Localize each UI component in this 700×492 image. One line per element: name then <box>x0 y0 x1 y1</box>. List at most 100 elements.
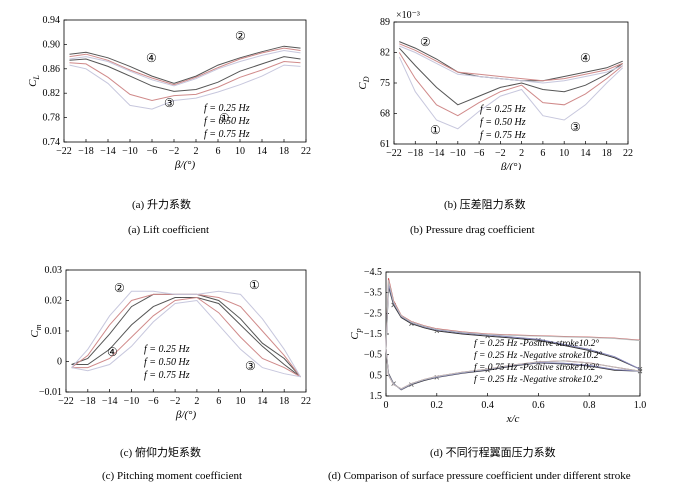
legend-entry: f = 0.50 Hz <box>204 116 250 127</box>
y-axis-label: CL <box>27 75 41 87</box>
y-tick-label: −4.5 <box>364 267 382 278</box>
x-tick-label: 0.6 <box>532 400 545 411</box>
caption-en-a: (a) Lift coefficient <box>128 224 210 236</box>
point-marker <box>637 366 643 372</box>
caption-cn-b: (b) 压差阻力系数 <box>444 199 526 211</box>
chart-panel-b: −22 −18 −14 −10 −6 −2 2 6 10 14 18 226168758289β/(°… <box>357 10 633 170</box>
y-tick-label: 68 <box>380 109 390 120</box>
x-tick-label: 2 <box>519 148 524 159</box>
y-tick-label: 75 <box>380 78 390 89</box>
x-tick-label: −10 <box>122 146 138 157</box>
legend-entry: f = 0.25 Hz <box>144 344 190 355</box>
x-tick-label: −2 <box>495 148 506 159</box>
x-tick-label: 6 <box>216 396 221 407</box>
x-tick-label: 0.4 <box>481 400 494 411</box>
series-line <box>71 296 301 378</box>
y-axis-label: Cm <box>29 324 43 337</box>
x-axis-label: β/(°) <box>175 409 197 421</box>
series-line <box>69 47 301 86</box>
point-marker <box>586 363 592 369</box>
legend-entry: f = 0.25 Hz -Negative stroke10.2° <box>474 374 603 385</box>
x-axis-label: x/c <box>506 413 520 425</box>
x-tick-label: 22 <box>301 396 311 407</box>
y-tick-label: −0.5 <box>364 350 382 361</box>
point-marker <box>586 348 592 353</box>
x-tick-label: −18 <box>78 146 94 157</box>
caption-en-c: (c) Pitching moment coefficient <box>102 470 243 482</box>
x-tick-label: −18 <box>407 148 423 159</box>
y-tick-label: 0.90 <box>43 39 61 50</box>
y-tick-label: −1.5 <box>364 329 382 340</box>
x-axis-label: β/(°) <box>174 159 196 170</box>
y-tick-label: 0.78 <box>43 113 61 124</box>
x-tick-label: 0.8 <box>583 400 596 411</box>
y-tick-label: 89 <box>380 17 390 28</box>
branch-marker: ③ <box>245 359 256 373</box>
legend-entry: f = 0.25 Hz -Positive stroke10.2° <box>474 338 599 349</box>
series-line <box>399 43 623 82</box>
series-line <box>71 297 301 378</box>
x-tick-label: −6 <box>148 396 159 407</box>
x-tick-label: 22 <box>623 148 633 159</box>
x-tick-label: −6 <box>147 146 158 157</box>
y-tick-label: 0.86 <box>43 64 61 75</box>
y-tick-label: −3.5 <box>364 288 382 299</box>
legend-entry: f = 0.25 Hz <box>480 104 526 115</box>
x-tick-label: −2 <box>170 396 181 407</box>
y-axis-label: Cp <box>349 328 363 339</box>
y-tick-label: 0.02 <box>45 296 63 307</box>
chart-panel-a: −22 −18 −14 −10 −6 −2 2 6 10 14 18 220.740.780.820.… <box>27 15 311 170</box>
y-tick-label: 0.01 <box>45 326 63 337</box>
y-tick-label: 1.5 <box>370 391 383 402</box>
series-line <box>69 60 301 102</box>
series-line <box>69 56 301 92</box>
x-tick-label: 10 <box>236 396 246 407</box>
x-tick-label: 6 <box>540 148 545 159</box>
legend-entry: f = 0.50 Hz <box>480 117 526 128</box>
x-tick-label: 18 <box>602 148 612 159</box>
branch-marker: ① <box>249 278 260 292</box>
x-tick-label: 1.0 <box>634 400 647 411</box>
y-axis-label: CD <box>357 76 371 89</box>
series-line <box>398 52 624 117</box>
x-tick-label: −14 <box>429 148 445 159</box>
x-tick-label: 22 <box>301 146 311 157</box>
point-marker <box>536 337 541 343</box>
y-tick-label: 0.74 <box>43 137 61 148</box>
series-line <box>71 290 301 378</box>
x-tick-label: −10 <box>124 396 140 407</box>
x-tick-label: −18 <box>80 396 96 407</box>
series-line <box>69 45 301 84</box>
chart-panel-d: 0 0.2 0.4 0.6 0.8 1.0 1.5 0.5 −0.5 −1.5 −2.5 −3.5 −4… <box>349 267 647 425</box>
x-tick-label: −2 <box>169 146 180 157</box>
x-tick-label: 14 <box>257 146 267 157</box>
branch-marker: ① <box>219 111 230 125</box>
x-tick-label: −22 <box>386 148 402 159</box>
branch-marker: ④ <box>580 51 591 65</box>
series-line <box>398 47 623 106</box>
y-tick-label: −0.01 <box>39 387 62 398</box>
y-tick-label: 0.5 <box>370 370 383 381</box>
series-line <box>385 286 641 370</box>
caption-en-d: (d) Comparison of surface pressure coeff… <box>328 470 631 482</box>
series-line <box>69 64 301 110</box>
branch-marker: ④ <box>146 51 157 65</box>
series-line <box>385 348 641 390</box>
branch-marker: ② <box>420 35 431 49</box>
y-tick-label: 82 <box>380 48 390 59</box>
x-tick-label: −22 <box>58 396 74 407</box>
x-tick-label: −6 <box>474 148 485 159</box>
y-tick-label: 0.03 <box>45 265 63 276</box>
x-tick-label: 18 <box>279 396 289 407</box>
y-tick-label: −2.5 <box>364 308 382 319</box>
series-line <box>399 45 623 84</box>
branch-marker: ② <box>235 29 246 43</box>
legend-entry: f = 0.75 Hz <box>480 130 526 141</box>
legend-entry: f = 0.75 Hz <box>144 370 190 381</box>
caption-cn-c: (c) 俯仰力矩系数 <box>120 447 201 459</box>
caption-en-b: (b) Pressure drag coefficient <box>410 224 535 236</box>
x-tick-label: 10 <box>559 148 569 159</box>
x-tick-label: −14 <box>102 396 118 407</box>
x-tick-label: 2 <box>194 396 199 407</box>
caption-cn-a: (a) 升力系数 <box>132 199 191 211</box>
